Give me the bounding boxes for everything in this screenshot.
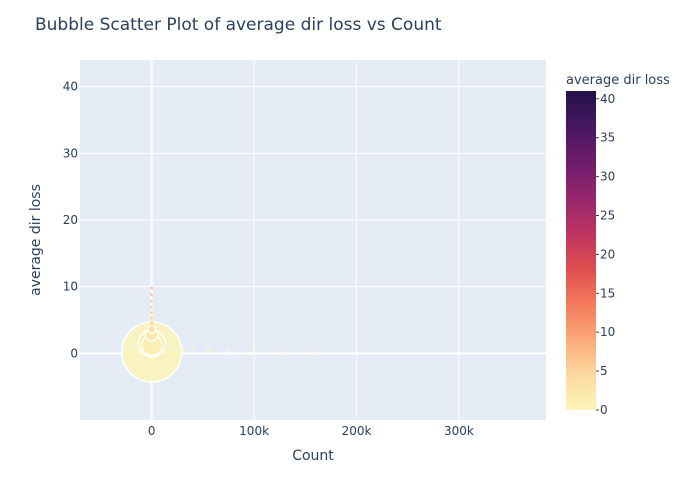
colorbar-tick-label: 5 <box>600 364 608 378</box>
colorbar-tick-label: 25 <box>600 208 615 222</box>
y-tick-label: 0 <box>70 346 78 360</box>
colorbar-tick-label: 20 <box>600 247 615 261</box>
bubble-point[interactable] <box>148 320 155 327</box>
bubble-point[interactable] <box>190 346 195 351</box>
colorbar-tick-label: 40 <box>600 92 615 106</box>
y-tick-label: 30 <box>63 146 78 160</box>
y-tick-label: 10 <box>63 280 78 294</box>
colorbar-tick-label: 15 <box>600 286 615 300</box>
chart-title: Bubble Scatter Plot of average dir loss … <box>35 15 442 35</box>
bubble-point[interactable] <box>149 305 154 310</box>
bubble-point[interactable] <box>149 310 154 315</box>
bubble-point[interactable] <box>149 286 154 290</box>
bubble-point[interactable] <box>147 324 157 334</box>
x-axis-ticks: 0 100k 200k 300k <box>148 424 474 438</box>
x-tick-label: 300k <box>444 424 474 438</box>
colorbar <box>566 91 596 410</box>
y-axis-title: average dir loss <box>28 184 44 296</box>
colorbar-tick-label: 0 <box>600 403 608 417</box>
bubble-point[interactable] <box>226 349 231 354</box>
bubble-point[interactable] <box>149 292 154 297</box>
colorbar-ticks: 0 5 10 15 20 25 30 35 40 <box>596 92 615 417</box>
y-tick-label: 40 <box>63 80 78 94</box>
colorbar-tick-label: 30 <box>600 170 615 184</box>
bubble-point[interactable] <box>313 350 318 355</box>
colorbar-tick-label: 35 <box>600 131 615 145</box>
x-tick-label: 200k <box>342 424 372 438</box>
bubble-point[interactable] <box>149 315 155 321</box>
bubble-point[interactable] <box>180 348 185 353</box>
bubble-point[interactable] <box>283 350 287 355</box>
y-axis-ticks: 0 10 20 30 40 <box>63 80 78 361</box>
bubble-points <box>120 286 318 383</box>
colorbar-tick-label: 10 <box>600 325 615 339</box>
bubble-point[interactable] <box>206 348 210 353</box>
x-tick-label: 100k <box>239 424 269 438</box>
bubble-point[interactable] <box>252 350 256 354</box>
y-tick-label: 20 <box>63 213 78 227</box>
bubble-point[interactable] <box>149 299 154 304</box>
x-tick-label: 0 <box>148 424 156 438</box>
grid-lines <box>80 60 546 420</box>
colorbar-title: average dir loss <box>566 73 670 88</box>
x-axis-title: Count <box>292 448 334 464</box>
